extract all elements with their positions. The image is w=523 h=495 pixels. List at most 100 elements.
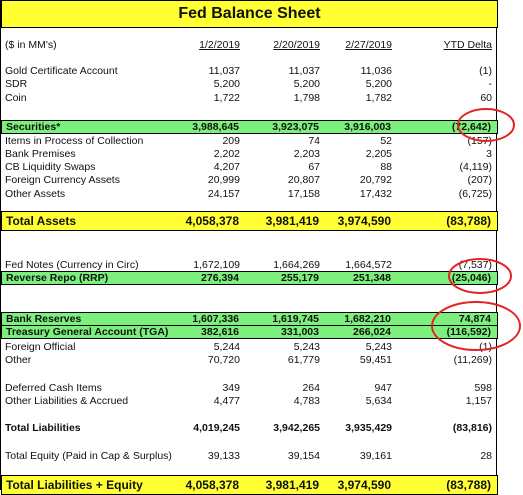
cell: 1,664,269 [273,259,320,271]
cell: 5,200 [293,78,320,90]
row-label: Other [5,354,32,366]
table-row: Securities* 3,988,645 3,923,075 3,916,003 (7… [1,120,498,134]
cell: (6,725) [458,188,492,200]
cell: 5,243 [293,341,320,353]
row-label: Foreign Currency Assets [5,174,120,186]
cell: 1,682,210 [344,313,391,325]
cell: 3 [486,148,492,160]
table-row: Total Liabilities 4,019,245 3,942,265 3,935… [1,421,498,435]
cell: (72,642) [451,121,491,133]
row-label: Foreign Official [5,341,76,353]
cell: 1,619,745 [272,313,319,325]
cell: 4,477 [213,395,240,407]
table-row: Other 70,720 61,779 59,451 (11,269) [1,353,498,367]
highlight-ellipse [457,108,515,142]
row-label: Items in Process of Collection [5,135,144,147]
cell: 20,999 [207,174,240,186]
table-row: Bank Premises 2,202 2,203 2,205 3 [1,147,498,161]
row-label: Gold Certificate Account [5,65,118,77]
cell: 1,607,336 [192,313,239,325]
cell: 61,779 [287,354,320,366]
cell: 1,672,109 [193,259,240,271]
cell: 5,634 [365,395,392,407]
cell: 5,200 [213,78,240,90]
table-row: Foreign Currency Assets 20,999 20,807 20,79… [1,173,498,187]
row-label: Total Liabilities [5,422,81,434]
cell: 264 [302,382,320,394]
table-row: Deferred Cash Items 349 264 947 598 [1,381,498,395]
row-label: Securities* [6,121,61,133]
cell: 1,722 [213,92,240,104]
cell: 28 [480,450,492,462]
row-label: Other Liabilities & Accrued [5,395,129,407]
cell: 4,783 [293,395,320,407]
table-row: CB Liquidity Swaps 4,207 67 88 (4,119) [1,160,498,174]
cell: (1) [479,65,492,77]
table-row: Reverse Repo (RRP) 276,394 255,179 251,348 (… [1,271,498,285]
cell: (7,537) [458,259,492,271]
cell: 4,019,245 [193,422,240,434]
cell: 88 [380,161,392,173]
row-label: Bank Premises [5,148,76,160]
cell: 60 [480,92,492,104]
cell: 74 [308,135,320,147]
cell: (207) [467,174,492,186]
cell: 4,207 [213,161,240,173]
row-label: Other Assets [5,188,66,200]
cell: 3,981,419 [265,478,319,492]
cell: 52 [380,135,392,147]
cell: 331,003 [281,326,319,338]
row-label: Reverse Repo (RRP) [6,272,109,284]
table-row: Items in Process of Collection 209 74 52 (15… [1,134,498,148]
cell: 59,451 [359,354,392,366]
cell: 3,916,003 [344,121,391,133]
cell: (83,788) [446,214,491,228]
cell: 276,394 [201,272,239,284]
highlight-ellipse [431,301,521,351]
cell: 17,432 [359,188,392,200]
cell: 1/2/2019 [199,39,240,51]
cell: 1,664,572 [345,259,392,271]
highlight-ellipse [448,258,512,294]
row-label: Bank Reserves [6,313,82,325]
cell: 3,988,645 [192,121,239,133]
row-label: Total Liabilities + Equity [6,478,143,492]
cell: 67 [308,161,320,173]
table-row: Other Assets 24,157 17,158 17,432 (6,725) [1,187,498,201]
sheet-title: Fed Balance Sheet [1,0,498,28]
cell: (11,269) [453,354,492,366]
cell: 598 [474,382,492,394]
cell: (83,788) [446,478,491,492]
cell: 947 [374,382,392,394]
cell: 17,158 [287,188,320,200]
table-row: Total Assets 4,058,378 3,981,419 3,974,590 (… [1,211,498,231]
cell: 251,348 [353,272,391,284]
table-row: Coin 1,722 1,798 1,782 60 [1,91,498,105]
row-label: Fed Notes (Currency in Circ) [5,259,139,271]
cell: 3,942,265 [273,422,320,434]
table-row: Other Liabilities & Accrued 4,477 4,783 5,6… [1,394,498,408]
cell: 2/20/2019 [273,39,320,51]
cell: 4,058,378 [185,214,239,228]
cell: 11,037 [208,65,240,77]
cell: 255,179 [281,272,319,284]
cell: 209 [222,135,240,147]
cell: 3,974,590 [337,478,391,492]
cell: 11,036 [360,65,392,77]
cell: 4,058,378 [185,478,239,492]
cell: 5,243 [365,341,392,353]
cell: 20,807 [287,174,320,186]
cell: 39,154 [287,450,320,462]
cell: 1,157 [465,395,492,407]
cell: 3,974,590 [337,214,391,228]
cell: (4,119) [459,161,493,173]
cell: 39,133 [207,450,240,462]
cell: YTD Delta [443,39,492,51]
cell: 3,935,429 [345,422,392,434]
cell: 39,161 [359,450,392,462]
table-row: ($ in MM's) 1/2/2019 2/20/2019 2/27/2019 YTD… [1,38,498,52]
row-label: SDR [5,78,28,90]
table-row: Total Equity (Paid in Cap & Surplus) 39,1… [1,449,498,463]
cell: 74,874 [458,313,491,325]
